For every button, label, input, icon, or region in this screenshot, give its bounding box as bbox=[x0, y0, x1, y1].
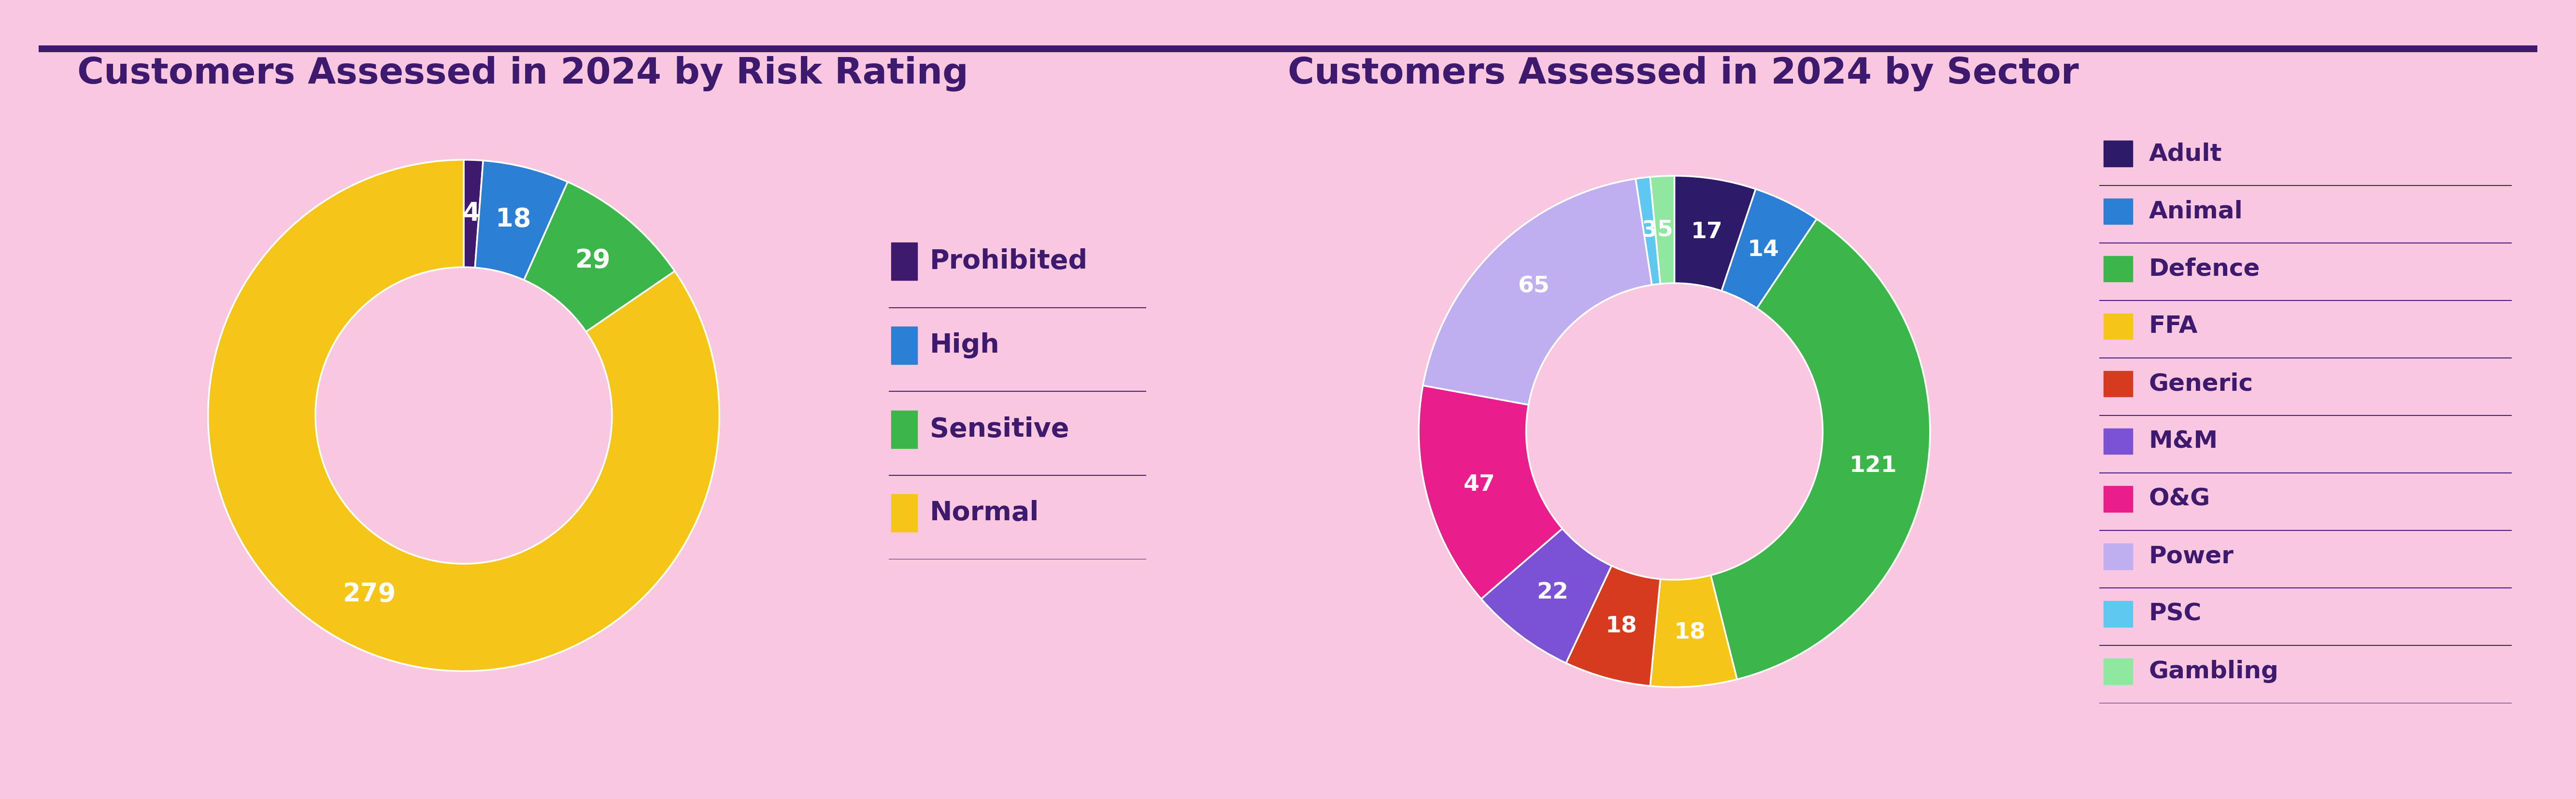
Bar bbox=[2105, 141, 2133, 167]
Text: 121: 121 bbox=[1850, 455, 1899, 477]
Text: High: High bbox=[930, 332, 999, 359]
Text: Animal: Animal bbox=[2148, 200, 2244, 223]
Wedge shape bbox=[1710, 219, 1929, 679]
Text: 47: 47 bbox=[1463, 474, 1497, 495]
Text: 18: 18 bbox=[1605, 615, 1636, 637]
Wedge shape bbox=[464, 160, 484, 268]
Bar bbox=[2105, 428, 2133, 455]
Wedge shape bbox=[1419, 385, 1561, 599]
Text: Power: Power bbox=[2148, 545, 2233, 568]
Wedge shape bbox=[1651, 176, 1674, 284]
Bar bbox=[2105, 658, 2133, 685]
Bar bbox=[2105, 486, 2133, 512]
Wedge shape bbox=[1422, 179, 1651, 405]
Text: 22: 22 bbox=[1538, 582, 1569, 603]
Text: Defence: Defence bbox=[2148, 257, 2259, 280]
Wedge shape bbox=[1636, 177, 1662, 285]
Text: Generic: Generic bbox=[2148, 372, 2254, 396]
Text: Normal: Normal bbox=[930, 500, 1038, 527]
Text: 5: 5 bbox=[1656, 219, 1672, 240]
Wedge shape bbox=[523, 182, 675, 332]
Bar bbox=[891, 495, 917, 532]
Text: 18: 18 bbox=[495, 207, 531, 233]
Text: M&M: M&M bbox=[2148, 430, 2218, 453]
Text: Gambling: Gambling bbox=[2148, 660, 2280, 683]
Text: 17: 17 bbox=[1690, 221, 1723, 243]
Text: FFA: FFA bbox=[2148, 315, 2197, 338]
Text: Prohibited: Prohibited bbox=[930, 248, 1087, 275]
Bar bbox=[891, 243, 917, 280]
Bar bbox=[891, 411, 917, 448]
Text: Customers Assessed in 2024 by Sector: Customers Assessed in 2024 by Sector bbox=[1288, 56, 2079, 91]
Bar bbox=[2105, 371, 2133, 397]
Bar bbox=[2105, 313, 2133, 340]
Bar bbox=[891, 327, 917, 364]
Text: PSC: PSC bbox=[2148, 602, 2202, 626]
Bar bbox=[2105, 601, 2133, 627]
Text: 279: 279 bbox=[343, 582, 397, 606]
Text: 65: 65 bbox=[1517, 276, 1551, 297]
Wedge shape bbox=[1481, 529, 1613, 663]
Text: 18: 18 bbox=[1674, 622, 1705, 644]
Wedge shape bbox=[1721, 189, 1816, 308]
Bar bbox=[2105, 543, 2133, 570]
Text: O&G: O&G bbox=[2148, 487, 2210, 511]
Wedge shape bbox=[1674, 176, 1757, 291]
Bar bbox=[2105, 256, 2133, 282]
Text: 29: 29 bbox=[574, 248, 611, 273]
Text: 3: 3 bbox=[1641, 221, 1656, 242]
Text: 14: 14 bbox=[1747, 240, 1780, 261]
Text: Sensitive: Sensitive bbox=[930, 416, 1069, 443]
Wedge shape bbox=[1566, 566, 1662, 686]
Wedge shape bbox=[474, 161, 567, 280]
Text: Adult: Adult bbox=[2148, 142, 2223, 165]
Wedge shape bbox=[1651, 575, 1736, 687]
Wedge shape bbox=[209, 160, 719, 671]
Text: Customers Assessed in 2024 by Risk Rating: Customers Assessed in 2024 by Risk Ratin… bbox=[77, 56, 969, 91]
Bar bbox=[2105, 198, 2133, 225]
Text: 4: 4 bbox=[464, 201, 479, 226]
